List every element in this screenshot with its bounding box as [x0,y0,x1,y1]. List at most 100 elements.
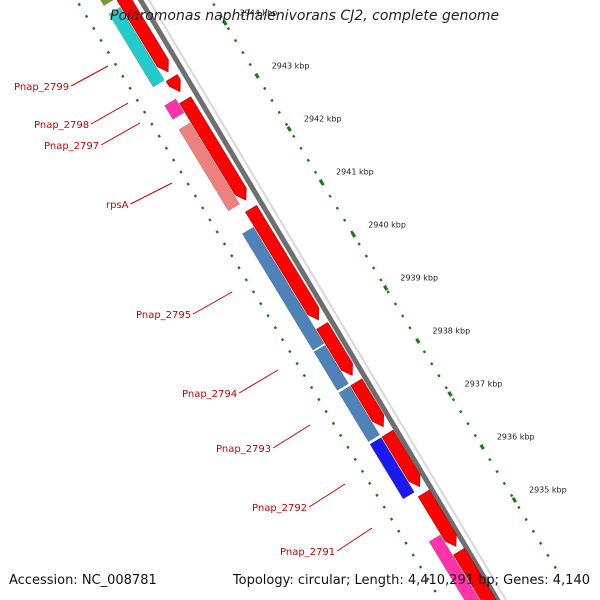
inner-ruler-dot [360,469,365,474]
inner-ruler-dot [201,206,205,210]
cds-arrow [179,96,247,201]
inner-ruler-dot [309,385,314,390]
feature-bar [338,385,380,443]
kbp-tick-label: 2940 kbp [368,220,406,229]
inner-ruler-dot [171,158,176,162]
kbp-tick-label: 2937 kbp [465,380,503,389]
inner-ruler-dot [317,397,321,402]
kbp-tick-label: 2943 kbp [272,61,310,70]
outer-ruler-dot [248,62,252,67]
inner-ruler-dot [106,50,110,55]
kbp-tick-label: 2938 kbp [433,327,471,336]
feature-bar [428,534,481,600]
outer-ruler-dot [517,505,521,510]
outer-ruler-dot [553,565,557,569]
outer-ruler-dot [451,398,456,402]
inner-ruler-dot [433,589,437,593]
outer-ruler-dot [292,134,296,139]
gene-label-pnap_2798: Pnap_2798 [34,120,89,131]
inner-ruler-dot [142,110,147,114]
inner-ruler-dot [426,577,430,581]
inner-ruler-dot [404,541,408,545]
outer-ruler-dot [335,206,340,210]
kbp-major-tick [447,390,453,397]
outer-ruler-dot [422,350,427,354]
cds-arrow [381,429,421,488]
cds-arrow [453,547,497,600]
gene-leader-line [100,122,141,146]
outer-ruler-dot [212,3,216,7]
gene-label-pnap_2795: Pnap_2795 [136,310,191,321]
outer-ruler-dot [313,170,318,174]
outer-ruler-dot [299,146,303,151]
gene-leader-line [336,527,373,552]
gene-leader-line [90,102,129,125]
inner-ruler-dot [99,38,103,43]
outer-ruler-dot [226,26,231,31]
inner-ruler-dot [389,517,394,521]
outer-ruler-dot [538,541,543,546]
kbp-tick-label: 2936 kbp [497,433,535,442]
kbp-tick-label: 2939 kbp [400,274,438,283]
gene-label-pnap_2797: Pnap_2797 [44,141,99,152]
feature-bar [164,98,185,120]
outer-ruler-dot [444,386,448,390]
gene-label-pnap_2792: Pnap_2792 [252,503,307,514]
gene-label-pnap_2799: Pnap_2799 [14,82,69,93]
outer-ruler-dot [328,194,332,198]
map-title: Polaromonas naphthalenivorans CJ2, compl… [110,8,500,24]
outer-ruler-dot [284,122,289,127]
outer-ruler-dot [430,362,434,366]
feature-bar [241,226,325,351]
inner-ruler-dot [353,457,357,462]
inner-ruler-dot [135,98,140,102]
inner-ruler-dot [230,254,234,258]
outer-ruler-dot [342,218,347,222]
inner-ruler-dot [77,2,81,7]
backbone-highlight [147,0,507,600]
outer-ruler-dot [509,493,514,498]
gene-leader-line [192,291,233,315]
inner-ruler-dot [193,194,198,198]
inner-ruler-dot [397,529,401,533]
outer-ruler-dot [488,457,492,462]
kbp-major-tick [222,19,228,26]
inner-ruler-dot [179,170,183,174]
outer-ruler-dot [546,553,550,557]
kbp-tick-label: 2935 kbp [529,486,567,495]
outer-ruler-dot [219,14,223,19]
inner-ruler-dot [375,493,379,497]
inner-ruler-dot [237,266,241,270]
inner-ruler-dot [157,134,161,138]
inner-ruler-dot [128,86,132,90]
kbp-major-tick [511,496,517,503]
feature-bar [100,0,114,7]
inner-ruler-dot [121,74,125,79]
kbp-major-tick [254,72,260,79]
outer-ruler-dot [495,469,499,474]
kbp-major-tick [318,178,325,185]
outer-ruler-dot [371,266,376,270]
gene-leader-line [130,182,173,205]
kbp-major-tick [383,284,389,291]
inner-ruler-dot [368,481,372,485]
inner-ruler-dot [346,445,350,450]
gene-leader-line [272,424,311,449]
accession-text: Accession: NC_008781 [9,573,157,588]
genome-summary-text: Topology: circular; Length: 4,410,291 bp… [232,573,590,588]
inner-ruler-dot [92,26,96,31]
outer-ruler-dot [241,50,245,55]
inner-ruler-dot [280,337,285,342]
gene-leader-line [238,369,279,394]
inner-ruler-dot [338,433,343,438]
inner-ruler-dot [150,122,154,126]
kbp-tick-label: 2944 kbp [240,8,278,17]
outer-ruler-dot [364,254,369,258]
inner-ruler-dot [244,278,248,282]
kbp-major-tick [479,443,485,450]
outer-ruler-dot [502,481,507,486]
inner-ruler-dot [113,62,118,67]
outer-ruler-dot [357,242,361,246]
